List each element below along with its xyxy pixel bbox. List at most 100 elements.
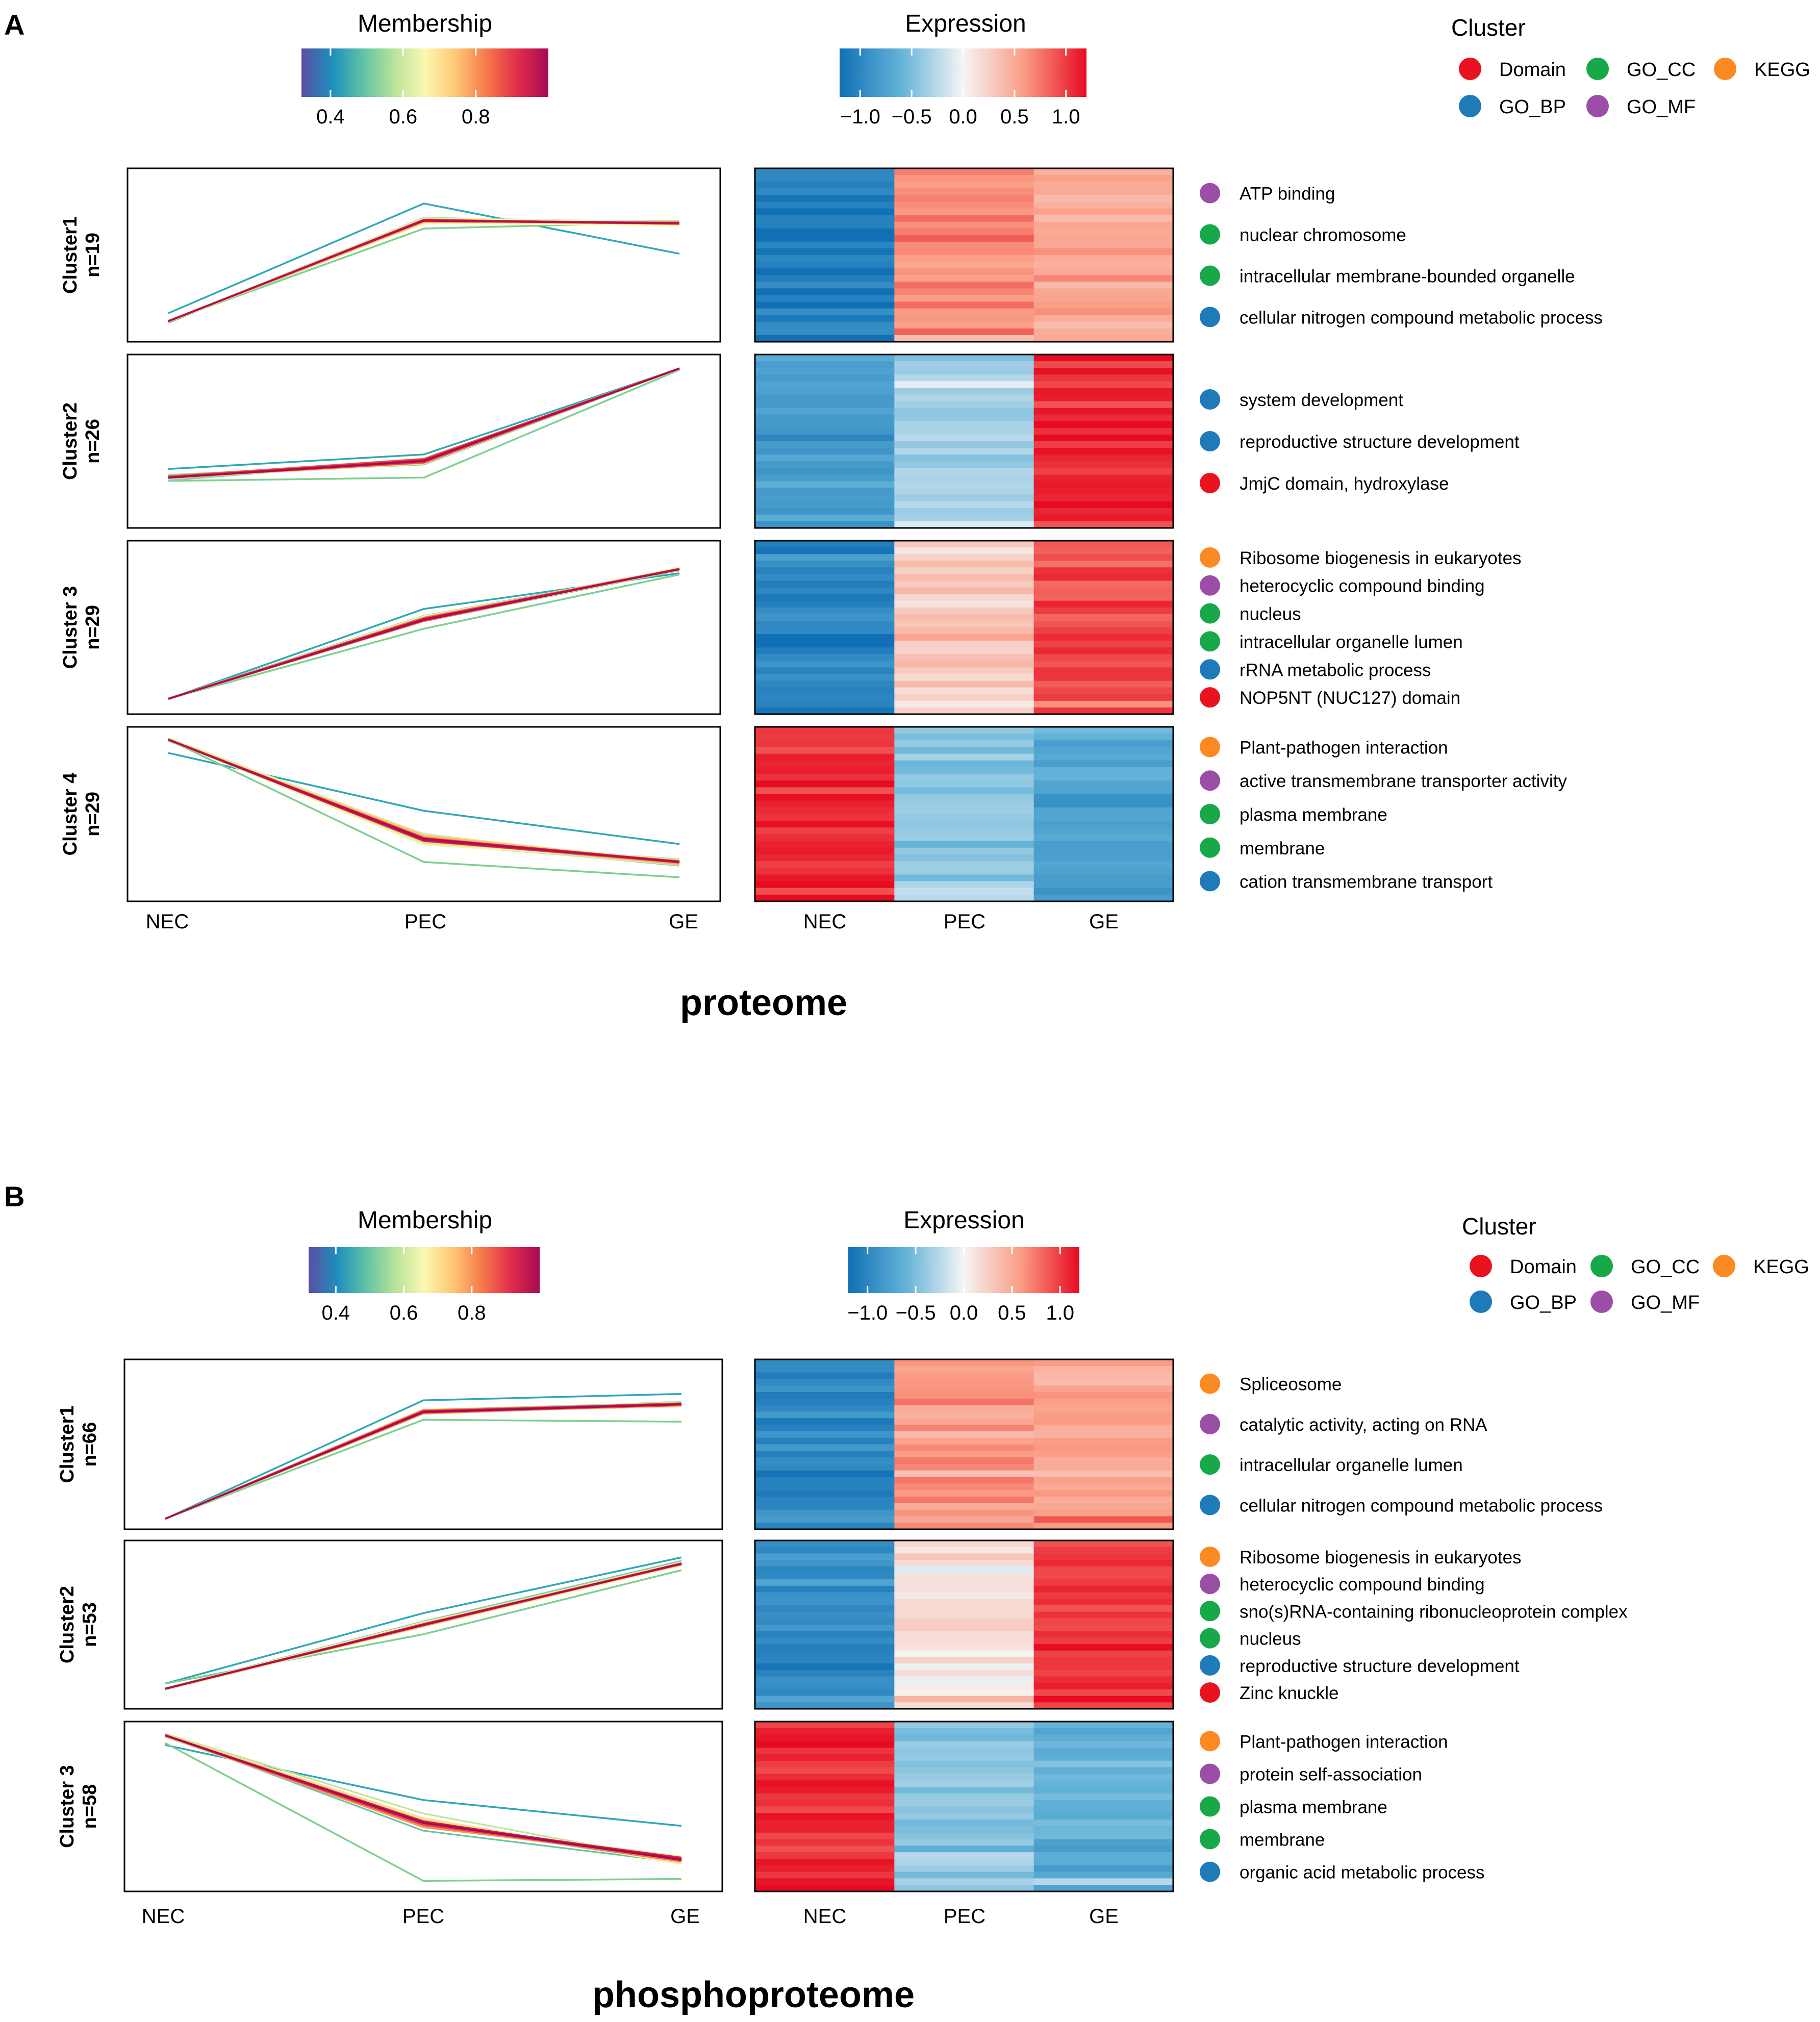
heat-cell: [755, 182, 895, 189]
heat-cell: [894, 780, 1034, 788]
heat-cell: [1033, 607, 1174, 615]
term-dot-go-cc: [1200, 804, 1220, 824]
heat-cell: [1033, 680, 1174, 688]
heat-cell: [894, 374, 1034, 382]
heat-cell: [894, 1676, 1034, 1683]
heat-cell: [894, 1767, 1034, 1775]
profile-line: [165, 1403, 682, 1520]
heat-cell: [894, 468, 1034, 475]
heat-cell: [894, 1832, 1034, 1840]
cluster-name: Cluster 3: [60, 586, 81, 669]
tick-label: 0.0: [949, 106, 977, 128]
heat-cell: [755, 282, 895, 289]
expression-colorbar: [840, 48, 1086, 97]
heat-cell: [894, 1702, 1034, 1709]
heat-cell: [755, 667, 895, 675]
heat-cell: [894, 208, 1034, 216]
heat-cell: [894, 1379, 1034, 1386]
heat-cell: [755, 834, 895, 842]
heat-cell: [755, 441, 895, 448]
heat-cell: [1033, 587, 1174, 595]
heat-cell: [894, 687, 1034, 695]
heat-cell: [755, 687, 895, 695]
plot-frame: [127, 540, 721, 715]
heat-cell: [755, 554, 895, 561]
term-dot-domain: [1200, 687, 1220, 708]
heat-cell: [755, 321, 895, 329]
heat-cell: [1033, 1611, 1174, 1619]
panel-letter-a: A: [4, 9, 24, 41]
term-label: plasma membrane: [1240, 805, 1387, 825]
profile-line-outlier: [168, 203, 680, 314]
heat-cell: [894, 1683, 1034, 1690]
expression-heatmap: [754, 1358, 1174, 1530]
cluster-size: n=26: [82, 419, 104, 464]
heat-cell: [755, 1865, 895, 1873]
heat-cell: [894, 1754, 1034, 1761]
heat-cell: [894, 1411, 1034, 1419]
heat-cell: [894, 1599, 1034, 1606]
heat-cell: [1033, 874, 1174, 882]
heat-cell: [755, 1523, 895, 1530]
heat-cell: [1033, 221, 1174, 229]
heat-cell: [755, 1451, 895, 1458]
legend-dot-domain: [1470, 1255, 1492, 1277]
heat-cell: [755, 1573, 895, 1580]
profile-line-outlier: [168, 573, 680, 700]
tick-label: 0.6: [389, 106, 417, 128]
heat-cell: [894, 1463, 1034, 1471]
heat-cell: [894, 1728, 1034, 1735]
heat-cell: [894, 1644, 1034, 1651]
heat-cell: [755, 1852, 895, 1859]
heat-cell: [755, 1392, 895, 1399]
cluster-name: Cluster 3: [57, 1765, 78, 1848]
heat-cell: [1033, 1411, 1174, 1419]
heat-cell: [755, 881, 895, 889]
heat-cell: [755, 600, 895, 608]
heat-cell: [894, 1490, 1034, 1497]
heat-cell: [1033, 1560, 1174, 1567]
expression-heatmap: [754, 1539, 1174, 1710]
profile-line: [168, 219, 680, 322]
heat-cell: [894, 421, 1034, 428]
heat-cell: [894, 1470, 1034, 1478]
membership-colorbar: [301, 48, 548, 97]
heat-cell: [755, 1431, 895, 1438]
heat-cell: [1033, 481, 1174, 489]
term-label: nucleus: [1240, 1629, 1301, 1649]
term-dot-go-bp: [1200, 431, 1220, 451]
heat-cell: [1033, 408, 1174, 415]
heat-cell: [1033, 308, 1174, 316]
heatmap-frame: [754, 167, 1174, 343]
heat-cell: [1033, 654, 1174, 661]
heat-cell: [894, 1579, 1034, 1586]
heat-cell: [894, 301, 1034, 309]
heat-cell: [1033, 841, 1174, 848]
heat-cell: [894, 661, 1034, 668]
heat-cell: [1033, 734, 1174, 741]
term-label: organic acid metabolic process: [1240, 1863, 1485, 1883]
heat-cell: [755, 488, 895, 495]
heat-cell: [755, 827, 895, 835]
heat-cell: [894, 547, 1034, 554]
heat-cell: [894, 235, 1034, 242]
heat-cell: [755, 740, 895, 748]
heat-cell: [894, 834, 1034, 842]
heat-cell: [894, 1872, 1034, 1879]
heat-cell: [1033, 747, 1174, 754]
legend-label: KEGG: [1753, 1256, 1809, 1278]
heat-cell: [1033, 1359, 1174, 1367]
heat-cell: [755, 888, 895, 895]
heat-cell: [894, 1722, 1034, 1729]
legend-label: GO_BP: [1499, 96, 1566, 118]
term-dot-kegg: [1200, 547, 1220, 568]
heat-cell: [755, 760, 895, 768]
heat-cell: [1033, 861, 1174, 868]
heat-cell: [894, 355, 1034, 362]
term-dot-go-mf: [1200, 183, 1220, 204]
heat-cell: [894, 1553, 1034, 1560]
heat-cell: [755, 228, 895, 236]
term-label: nucleus: [1240, 604, 1301, 624]
heat-cell: [755, 1425, 895, 1432]
profile-line-outlier: [168, 739, 680, 878]
